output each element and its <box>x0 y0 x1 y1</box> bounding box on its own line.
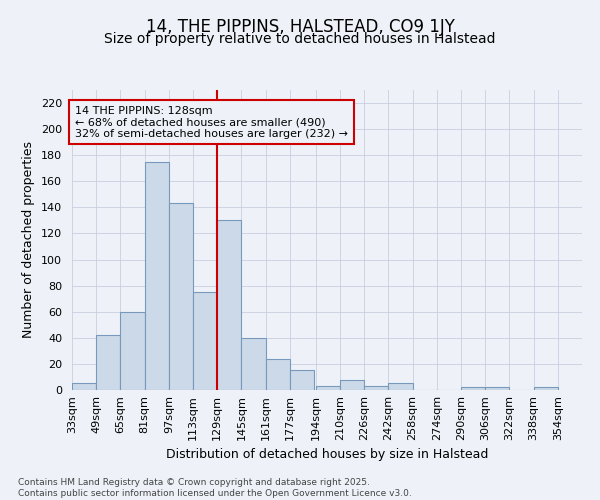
Bar <box>241 338 266 390</box>
Text: 14 THE PIPPINS: 128sqm
← 68% of detached houses are smaller (490)
32% of semi-de: 14 THE PIPPINS: 128sqm ← 68% of detached… <box>75 106 348 139</box>
Bar <box>72 384 96 390</box>
Bar <box>193 292 217 390</box>
Y-axis label: Number of detached properties: Number of detached properties <box>22 142 35 338</box>
Bar <box>340 380 364 390</box>
Text: Size of property relative to detached houses in Halstead: Size of property relative to detached ho… <box>104 32 496 46</box>
Bar <box>217 220 241 390</box>
X-axis label: Distribution of detached houses by size in Halstead: Distribution of detached houses by size … <box>166 448 488 462</box>
Text: Contains HM Land Registry data © Crown copyright and database right 2025.
Contai: Contains HM Land Registry data © Crown c… <box>18 478 412 498</box>
Bar <box>96 335 121 390</box>
Bar <box>266 358 290 390</box>
Bar <box>364 386 388 390</box>
Bar <box>533 388 558 390</box>
Bar <box>485 388 509 390</box>
Bar <box>290 370 314 390</box>
Bar <box>169 204 193 390</box>
Bar <box>145 162 169 390</box>
Bar <box>316 386 340 390</box>
Bar <box>121 312 145 390</box>
Bar <box>388 384 413 390</box>
Bar <box>461 388 485 390</box>
Text: 14, THE PIPPINS, HALSTEAD, CO9 1JY: 14, THE PIPPINS, HALSTEAD, CO9 1JY <box>146 18 454 36</box>
